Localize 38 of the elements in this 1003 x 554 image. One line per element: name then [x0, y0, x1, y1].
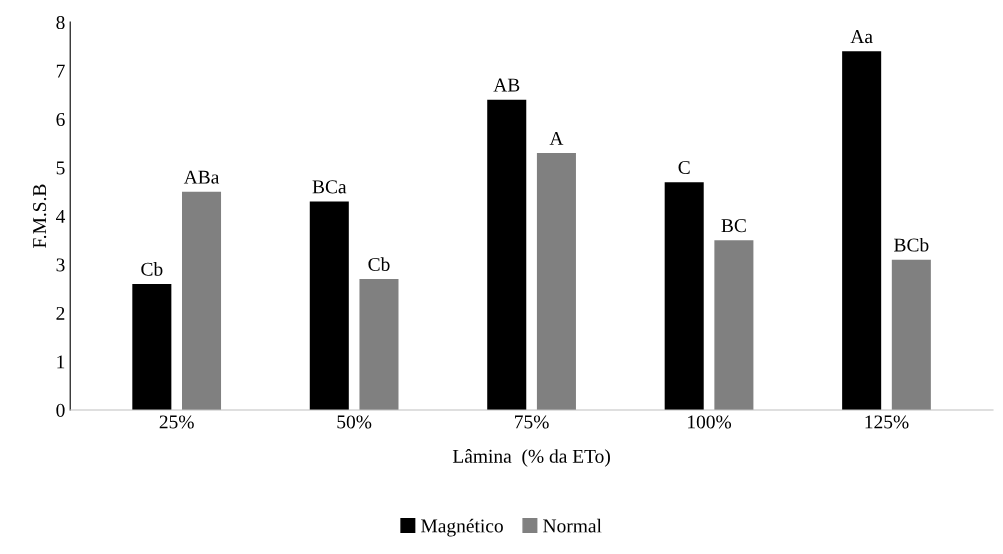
- data-label: Aa: [850, 30, 873, 44]
- y-tick-label: 5: [56, 161, 65, 175]
- bar: [842, 51, 882, 410]
- x-tick-label: 75%: [515, 415, 549, 429]
- data-label: A: [549, 131, 564, 145]
- data-label: BCa: [312, 180, 347, 194]
- bar: [664, 182, 704, 410]
- y-tick-label: 3: [56, 258, 65, 272]
- data-label: C: [678, 160, 690, 175]
- bar: [487, 99, 527, 410]
- bar: [891, 259, 931, 410]
- bar: [182, 191, 222, 410]
- bar: [714, 240, 754, 410]
- bar: [132, 283, 172, 410]
- y-tick-label: 2: [56, 306, 65, 320]
- y-tick-label: 1: [57, 355, 65, 369]
- data-label: ABa: [183, 170, 220, 184]
- y-tick-label: 4: [56, 210, 66, 223]
- data-label: BCb: [894, 237, 929, 252]
- x-tick-label: 25%: [159, 415, 194, 429]
- x-tick-label: 125%: [865, 415, 909, 429]
- data-label: Cb: [141, 262, 163, 276]
- y-tick-label: 7: [56, 64, 65, 78]
- data-label: BC: [721, 219, 746, 233]
- legend-label: Normal: [543, 518, 602, 533]
- bar: [309, 201, 349, 410]
- x-tick-label: 50%: [337, 415, 372, 429]
- data-label: Cb: [368, 257, 390, 271]
- y-tick-label: 8: [56, 15, 65, 30]
- legend-label: Magnético: [421, 518, 503, 537]
- y-axis-title: F.M.S.B: [33, 184, 47, 248]
- x-tick-label: 100%: [688, 415, 732, 429]
- bar: [536, 153, 576, 410]
- y-tick-label: 6: [56, 112, 65, 127]
- bar: [359, 279, 399, 410]
- x-axis-title: Lâmina (% da ETo): [452, 449, 610, 467]
- data-label: AB: [493, 78, 520, 92]
- y-tick-label: 0: [56, 403, 65, 417]
